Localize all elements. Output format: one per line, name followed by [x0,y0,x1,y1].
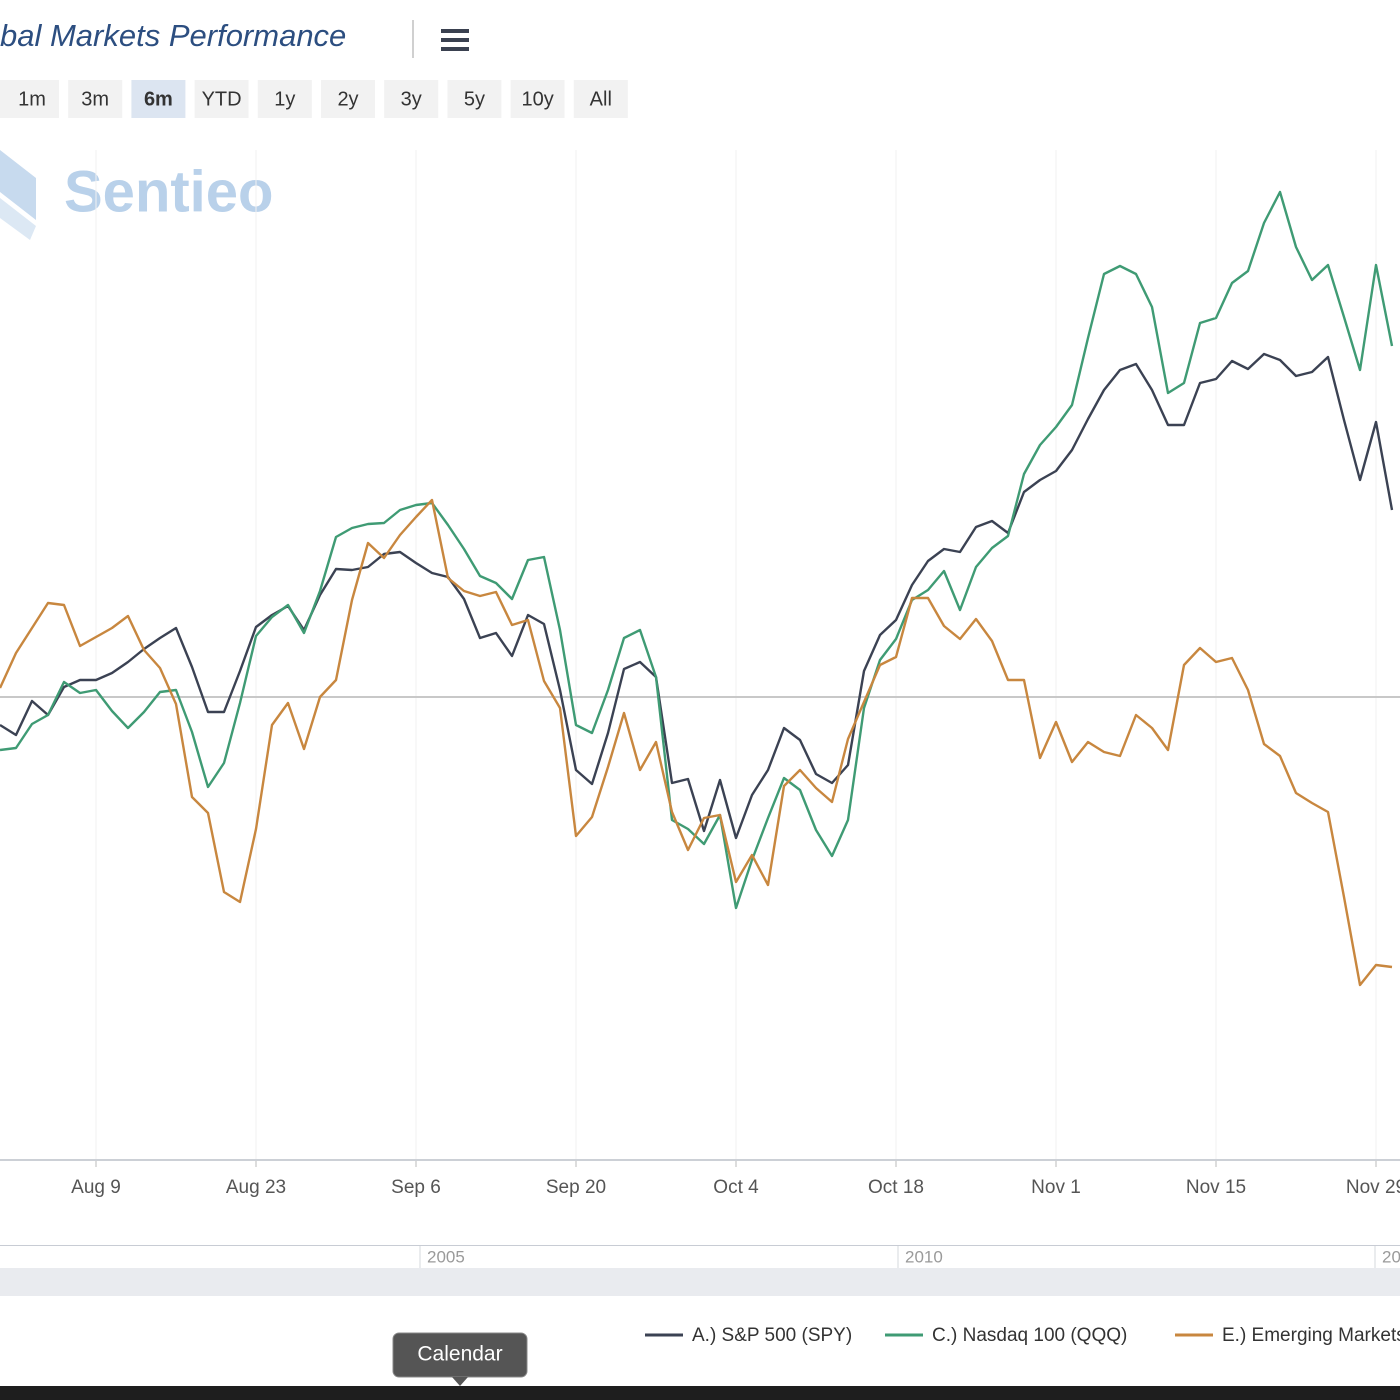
range-button[interactable]: 1y [257,80,312,118]
range-button-bg [194,80,249,118]
legend-label[interactable]: C.) Nasdaq 100 (QQQ) [932,1325,1127,1346]
range-button-label: 1y [274,88,295,110]
legend-label[interactable]: A.) S&P 500 (SPY) [692,1325,852,1346]
taskbar [0,1386,1400,1400]
range-button-bg [68,80,123,118]
x-tick-label: Nov 15 [1186,1177,1246,1198]
navigator-border [0,1245,1400,1246]
x-tick-label: Aug 9 [71,1177,121,1198]
range-button-bg [257,80,312,118]
navigator-scrollbar[interactable] [0,1268,1400,1296]
range-button-bg [573,80,628,118]
menu-button[interactable] [441,29,469,51]
navigator-label: 2010 [905,1247,943,1266]
watermark-text: Sentieo [64,159,274,224]
range-button[interactable]: 3m [68,80,123,118]
range-button-label: 1m [18,88,46,110]
x-tick-label: Aug 23 [226,1177,286,1198]
watermark: Sentieo [0,150,274,240]
tooltip: Calendar [392,1332,528,1386]
series-line [0,352,1394,840]
x-tick-label: Sep 20 [546,1177,606,1198]
x-tick-label: Nov 29 [1346,1177,1400,1198]
logo-part [0,198,36,240]
x-tick-label: Oct 4 [713,1177,759,1198]
legend-label[interactable]: E.) Emerging Markets [1222,1325,1400,1346]
range-button-label: YTD [202,88,242,110]
range-button[interactable]: YTD [194,80,249,118]
range-button-bg [5,80,59,118]
series-line [0,498,1393,987]
range-button-bg [447,80,502,118]
range-button[interactable]: 1m [5,80,59,118]
range-button-label: 5y [464,88,485,110]
range-button-label: 6m [144,88,173,110]
chart-title: bal Markets Performance [0,18,346,53]
x-tick-label: Oct 18 [868,1177,924,1198]
range-button[interactable]: 5y [447,80,502,118]
range-button[interactable]: 3y [384,80,439,118]
range-button-label: All [590,88,612,110]
navigator-label: 2005 [427,1247,465,1266]
navigator-label: 20 [1382,1247,1400,1266]
range-button-label: 2y [337,88,358,110]
range-button-label: 3y [401,88,422,110]
range-button-bg [510,80,565,118]
range-button-label: 3m [81,88,109,110]
range-button-label: 10y [521,88,553,110]
range-button-bg [384,80,439,118]
range-button[interactable]: All [573,80,628,118]
tooltip-arrow [452,1377,468,1386]
x-tick-label: Nov 1 [1031,1177,1081,1198]
range-button-bg [131,80,186,118]
plot-area: Aug 9 Aug 23 Sep 6 Sep 20 Oct 4 Oct 18 Nov 1 No… [0,150,1400,1198]
logo-part [0,150,36,220]
navigator: 2005 2010 20 [419,1246,1400,1268]
x-tick-label: Sep 6 [391,1177,441,1198]
tooltip-text: Calendar [417,1343,502,1366]
range-button-cut[interactable] [0,80,5,118]
range-button-bg [321,80,375,118]
range-button[interactable]: 10y [510,80,565,118]
legend: A.) S&P 500 (SPY) C.) Nasdaq 100 (QQQ) E.)… [645,1325,1400,1346]
range-button[interactable]: 2y [321,80,375,118]
range-button[interactable]: 6m [131,80,186,118]
